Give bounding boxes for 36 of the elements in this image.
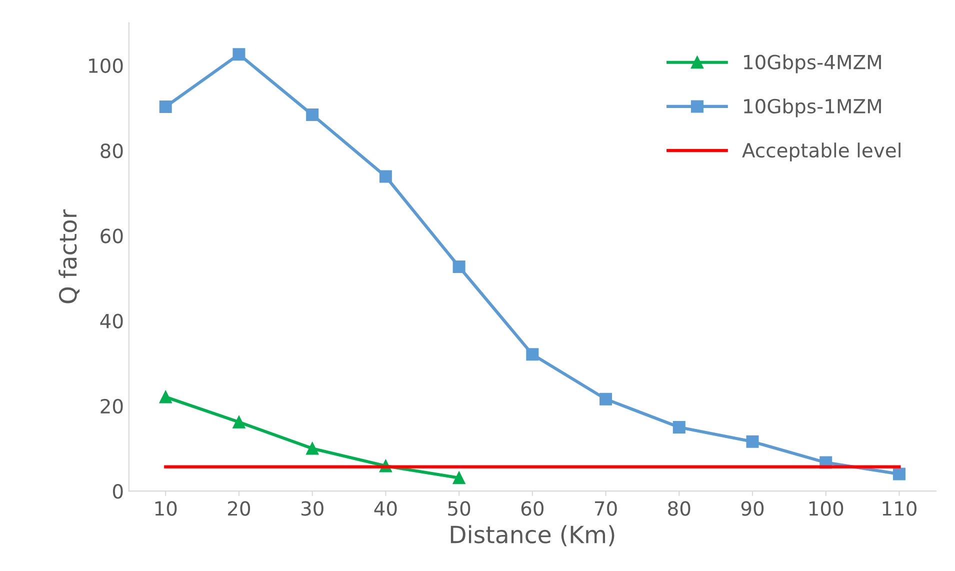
- point: [379, 170, 392, 183]
- point: [600, 392, 612, 406]
- y-tick-label: 80: [100, 143, 123, 158]
- point: [452, 260, 466, 273]
- point: [306, 108, 319, 122]
- legend-label: 10Gbps-1MZM: [744, 98, 881, 118]
- point: [159, 390, 172, 404]
- y-tick-label: 60: [100, 228, 123, 244]
- point: [526, 348, 539, 361]
- y-tick-label: 0: [112, 484, 123, 499]
- point: [892, 468, 906, 480]
- point: [232, 416, 246, 428]
- x-tick-label: 30: [301, 501, 324, 516]
- x-tick-label: 100: [809, 501, 844, 516]
- x-tick-label: 90: [741, 501, 764, 516]
- y-tick-label: 20: [100, 398, 123, 414]
- x-tick-label: 40: [374, 501, 397, 516]
- x-tick-label: 20: [228, 501, 250, 516]
- point: [232, 48, 246, 61]
- x-axis-title: Distance (Km): [450, 525, 614, 546]
- legend-label: 10Gbps-4MZM: [744, 54, 881, 74]
- x-tick-label: 50: [448, 501, 470, 516]
- point: [159, 100, 172, 113]
- point: [452, 472, 466, 484]
- point: [672, 420, 686, 434]
- x-tick-label: 70: [594, 501, 617, 516]
- y-tick-label: 40: [100, 314, 123, 328]
- x-tick-label: 110: [882, 501, 916, 516]
- x-tick-label: 80: [668, 501, 690, 516]
- point: [306, 442, 319, 455]
- y-tick-label: 100: [89, 58, 123, 74]
- legend-label: Acceptable level: [742, 142, 900, 162]
- x-tick-label: 10: [155, 501, 177, 516]
- y-axis-title: Q factor: [58, 209, 80, 304]
- x-tick-label: 60: [521, 501, 544, 516]
- point: [746, 435, 759, 448]
